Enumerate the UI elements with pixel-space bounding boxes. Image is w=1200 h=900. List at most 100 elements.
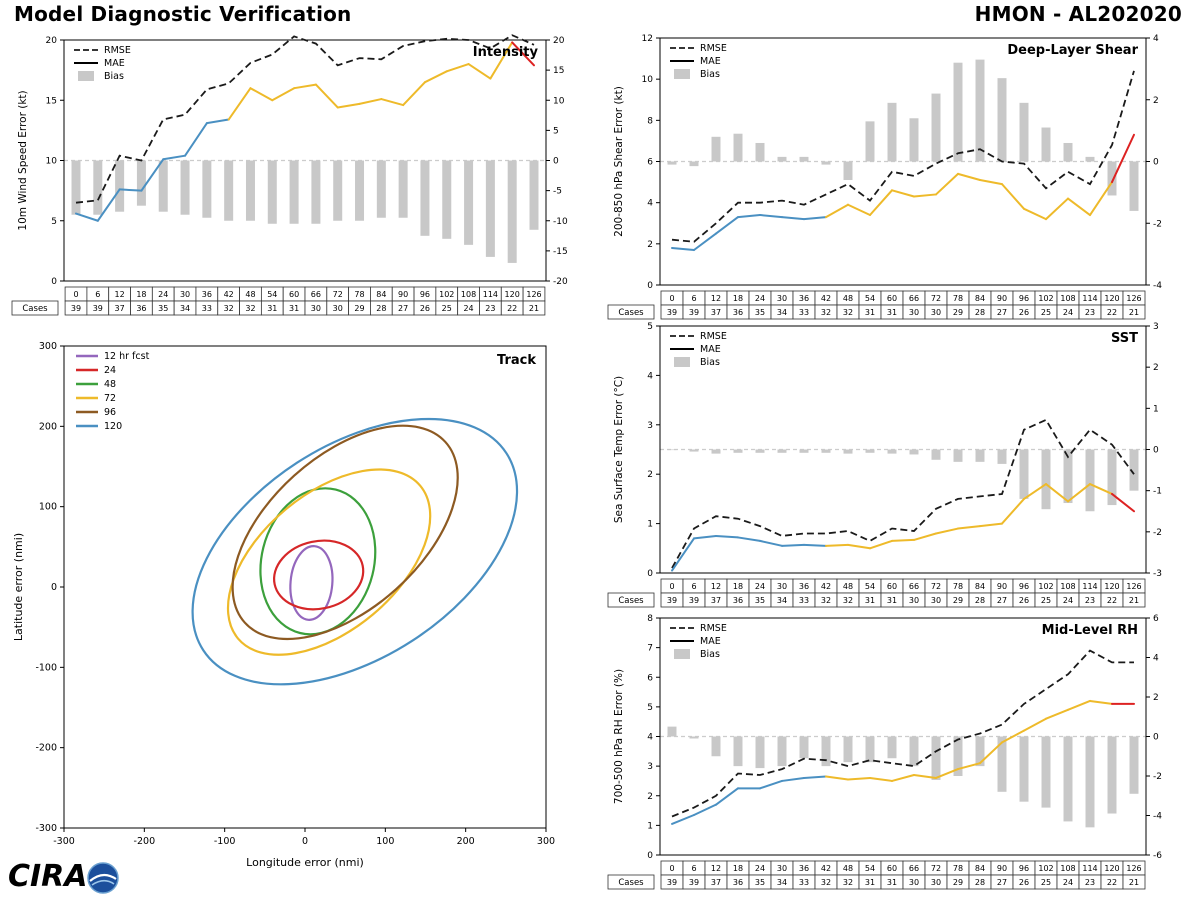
- svg-text:48: 48: [843, 864, 853, 873]
- svg-text:37: 37: [711, 878, 721, 887]
- svg-text:3: 3: [647, 762, 653, 772]
- shear-rmse-line: [671, 70, 1135, 243]
- svg-text:MAE: MAE: [104, 58, 125, 69]
- cira-logo: CIRA: [8, 859, 119, 894]
- svg-text:RMSE: RMSE: [700, 43, 727, 54]
- svg-text:Cases: Cases: [618, 308, 644, 318]
- svg-text:84: 84: [975, 864, 985, 873]
- intensity-mae-line: [75, 41, 535, 222]
- svg-text:27: 27: [997, 596, 1007, 605]
- svg-text:24: 24: [104, 365, 116, 376]
- svg-text:36: 36: [799, 864, 809, 873]
- svg-text:Bias: Bias: [700, 649, 720, 660]
- svg-text:33: 33: [202, 304, 212, 313]
- svg-text:90: 90: [398, 290, 408, 299]
- intensity-y-axis-label: 10m Wind Speed Error (kt): [17, 90, 29, 230]
- svg-text:23: 23: [1085, 596, 1095, 605]
- svg-text:6: 6: [95, 290, 100, 299]
- rh-mae-line: [671, 699, 1135, 825]
- svg-text:-300: -300: [35, 823, 57, 834]
- svg-text:30: 30: [333, 304, 343, 313]
- svg-text:96: 96: [104, 407, 116, 418]
- sst-rmse-line: [671, 418, 1135, 569]
- rh-rmse-line: [671, 649, 1134, 818]
- svg-text:39: 39: [93, 304, 103, 313]
- svg-text:28: 28: [376, 304, 386, 313]
- svg-text:0: 0: [669, 582, 674, 591]
- svg-text:Cases: Cases: [618, 878, 644, 888]
- svg-text:36: 36: [799, 582, 809, 591]
- svg-text:33: 33: [799, 878, 809, 887]
- svg-text:31: 31: [267, 304, 277, 313]
- shear-hours-row: 0 6 12 18 24 30 36 42 48 54 60 66 72 78 84 90 96 102 108 11…: [660, 290, 1146, 306]
- svg-text:35: 35: [755, 596, 765, 605]
- svg-text:23: 23: [1085, 878, 1095, 887]
- svg-text:7: 7: [647, 644, 653, 654]
- svg-text:0: 0: [647, 569, 653, 579]
- svg-text:4: 4: [647, 371, 653, 381]
- svg-text:12: 12: [711, 582, 721, 591]
- svg-text:30: 30: [180, 290, 190, 299]
- cira-logo-globe-icon: [87, 862, 119, 894]
- svg-text:29: 29: [354, 304, 364, 313]
- svg-text:35: 35: [755, 878, 765, 887]
- svg-text:35: 35: [755, 308, 765, 317]
- svg-text:120: 120: [104, 421, 122, 432]
- svg-text:4: 4: [647, 199, 653, 209]
- svg-text:120: 120: [505, 290, 520, 299]
- intensity-panel-title: Intensity: [473, 45, 539, 60]
- svg-text:114: 114: [1082, 294, 1097, 303]
- svg-text:0: 0: [1153, 733, 1159, 743]
- svg-text:0: 0: [669, 294, 674, 303]
- svg-text:Cases: Cases: [22, 304, 48, 314]
- svg-text:72: 72: [931, 294, 941, 303]
- svg-text:30: 30: [931, 308, 941, 317]
- rh-legend: RMSE MAE Bias: [670, 623, 727, 660]
- svg-text:90: 90: [997, 864, 1007, 873]
- svg-text:200: 200: [39, 421, 57, 432]
- svg-text:22: 22: [1107, 596, 1117, 605]
- svg-text:66: 66: [909, 582, 919, 591]
- svg-text:4: 4: [647, 733, 653, 743]
- svg-text:42: 42: [821, 294, 831, 303]
- svg-text:30: 30: [777, 864, 787, 873]
- svg-text:36: 36: [136, 304, 146, 313]
- svg-text:24: 24: [1063, 308, 1073, 317]
- svg-text:34: 34: [777, 878, 787, 887]
- svg-text:90: 90: [997, 294, 1007, 303]
- svg-text:24: 24: [463, 304, 473, 313]
- track-ellipse-48: [259, 487, 377, 636]
- svg-text:0: 0: [669, 864, 674, 873]
- svg-text:66: 66: [311, 290, 321, 299]
- svg-text:10: 10: [553, 96, 565, 106]
- cira-logo-text: CIRA: [8, 859, 88, 894]
- svg-text:42: 42: [224, 290, 234, 299]
- svg-text:20: 20: [553, 36, 565, 46]
- svg-text:100: 100: [376, 836, 394, 847]
- svg-text:12: 12: [711, 294, 721, 303]
- svg-text:2: 2: [1153, 693, 1159, 703]
- shear-legend: RMSE MAE Bias: [670, 43, 727, 80]
- svg-text:29: 29: [953, 308, 963, 317]
- svg-text:-15: -15: [553, 247, 568, 257]
- svg-text:25: 25: [1041, 308, 1051, 317]
- svg-text:26: 26: [1019, 878, 1029, 887]
- svg-text:31: 31: [865, 596, 875, 605]
- svg-text:32: 32: [821, 596, 831, 605]
- sst-cases-row: Cases 39 39 37 36 35 34 33 32 32 31 31 30 30 29 28 27 26 2…: [607, 592, 1146, 608]
- svg-text:-1: -1: [1153, 487, 1162, 497]
- svg-text:39: 39: [689, 596, 699, 605]
- svg-text:37: 37: [115, 304, 125, 313]
- svg-text:MAE: MAE: [700, 56, 721, 67]
- svg-text:24: 24: [1063, 596, 1073, 605]
- svg-text:78: 78: [953, 864, 963, 873]
- intensity-rmse-line: [75, 34, 535, 204]
- svg-text:18: 18: [733, 294, 743, 303]
- svg-text:78: 78: [354, 290, 364, 299]
- svg-text:25: 25: [1041, 878, 1051, 887]
- svg-text:30: 30: [931, 596, 941, 605]
- svg-text:-2: -2: [1153, 528, 1162, 538]
- rh-bias-bars: [667, 726, 1139, 828]
